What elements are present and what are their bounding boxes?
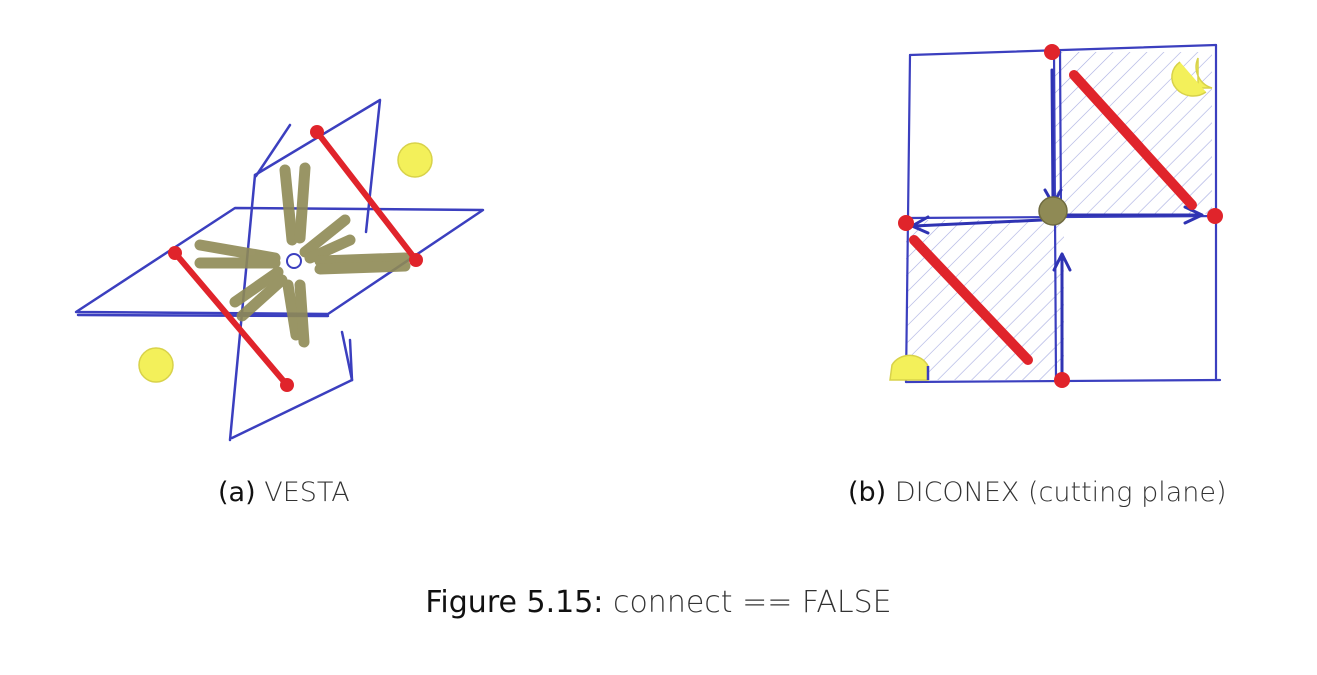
center-node-b bbox=[1038, 196, 1068, 226]
diconex-sketch bbox=[880, 30, 1240, 400]
olive-arrows bbox=[194, 162, 411, 348]
subfigure-b-caption: (b) DICONEX (cutting plane) bbox=[848, 477, 1227, 508]
subfigure-a-tag: (a) bbox=[218, 477, 256, 508]
red-bars bbox=[909, 70, 1197, 365]
vesta-sketch bbox=[60, 80, 500, 450]
subfigure-a-caption: (a) VESTA bbox=[218, 477, 350, 508]
subfigure-b-tag: (b) bbox=[848, 477, 887, 508]
subfigure-b-name: DICONEX (cutting plane) bbox=[894, 477, 1227, 508]
figure-label: Figure 5.15: bbox=[425, 585, 604, 620]
yellow-atoms-b bbox=[889, 57, 1213, 381]
figure-caption: Figure 5.15: connect == FALSE bbox=[0, 585, 1317, 620]
subfigure-a-name: VESTA bbox=[264, 477, 350, 508]
vesta-diagram bbox=[74, 98, 485, 442]
figure-text: connect == FALSE bbox=[612, 585, 892, 620]
red-vertices bbox=[168, 125, 423, 392]
red-edges bbox=[172, 129, 419, 388]
yellow-atoms bbox=[138, 142, 433, 383]
hatched-quadrant-bottom-left bbox=[906, 220, 1064, 380]
center-node bbox=[286, 253, 302, 269]
red-vertices-b bbox=[898, 44, 1223, 388]
diconex-diagram bbox=[889, 43, 1223, 388]
vertical-plane bbox=[253, 98, 382, 234]
